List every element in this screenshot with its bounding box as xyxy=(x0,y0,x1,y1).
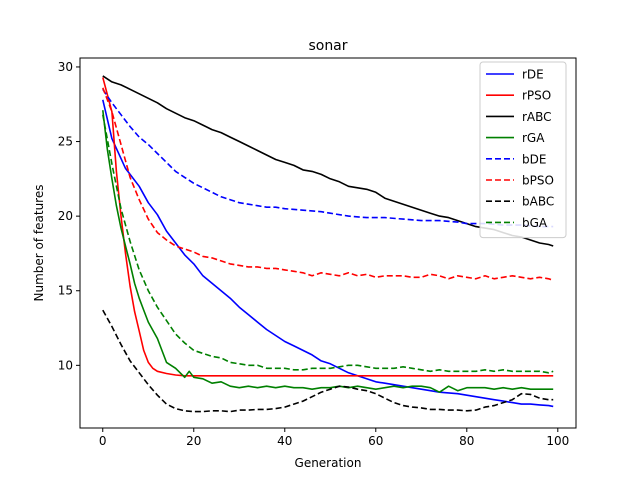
plot-frame xyxy=(79,57,577,429)
y-axis-ticks: 10 15 20 25 30 xyxy=(58,60,80,372)
x-tick-label: 100 xyxy=(546,434,569,448)
series-line-rDE xyxy=(102,99,554,408)
x-axis-label: Generation xyxy=(295,456,362,470)
x-tick-label: 60 xyxy=(368,434,383,448)
x-tick-label: 20 xyxy=(186,434,201,448)
legend-label-rABC: rABC xyxy=(522,110,552,124)
series-line-bGA xyxy=(102,114,554,374)
legend-label-bDE: bDE xyxy=(522,152,546,166)
y-tick-label: 10 xyxy=(58,358,73,372)
legend: rDE rPSO rABC rGA bDE bPSO bABC bGA xyxy=(479,61,567,239)
x-tick-label: 80 xyxy=(459,434,474,448)
y-tick-label: 30 xyxy=(58,60,73,74)
legend-label-rPSO: rPSO xyxy=(522,89,551,103)
y-axis-label: Number of features xyxy=(32,185,46,302)
chart-title: sonar xyxy=(308,38,347,54)
legend-label-bPSO: bPSO xyxy=(522,174,554,188)
series-line-bABC xyxy=(102,309,554,413)
x-tick-label: 0 xyxy=(99,434,107,448)
series-line-rPSO xyxy=(102,77,554,377)
y-tick-label: 20 xyxy=(58,209,73,223)
x-tick-label: 40 xyxy=(277,434,292,448)
legend-label-rDE: rDE xyxy=(522,68,544,82)
legend-box xyxy=(479,61,567,239)
x-axis-ticks: 0 20 40 60 80 100 xyxy=(99,428,569,448)
series-line-rGA xyxy=(102,110,554,394)
y-tick-label: 15 xyxy=(58,284,73,298)
legend-label-bABC: bABC xyxy=(522,195,554,209)
series-line-bPSO xyxy=(102,87,554,282)
series-layer xyxy=(102,75,554,413)
y-tick-label: 25 xyxy=(58,135,73,149)
series-line-bDE xyxy=(102,88,554,228)
legend-label-bGA: bGA xyxy=(522,216,548,230)
legend-label-rGA: rGA xyxy=(522,131,545,145)
